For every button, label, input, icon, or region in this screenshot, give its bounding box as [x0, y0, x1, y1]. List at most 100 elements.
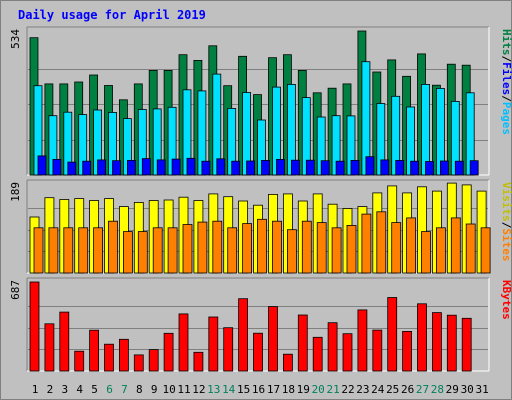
bar-sites-day-12 — [197, 221, 208, 274]
bar-kbytes-day-9 — [148, 349, 159, 372]
bar-sites-day-11 — [182, 224, 193, 274]
x-tick-label: 9 — [151, 383, 158, 396]
bar-pages-day-11 — [186, 157, 196, 176]
panel-max-label: 534 — [9, 29, 22, 49]
bar-sites-day-4 — [78, 227, 89, 274]
bar-kbytes-day-17 — [268, 306, 278, 372]
bar-pages-day-7 — [127, 159, 136, 176]
bar-sites-day-13 — [212, 220, 223, 274]
bar-kbytes-day-27 — [417, 303, 427, 372]
bar-pages-day-22 — [350, 159, 360, 176]
x-tick-label: 7 — [121, 383, 128, 396]
bar-kbytes-day-7 — [119, 338, 129, 372]
bar-pages-day-20 — [320, 160, 330, 176]
x-tick-label: 30 — [461, 383, 474, 396]
x-tick-label: 31 — [475, 383, 488, 396]
bar-pages-day-18 — [290, 159, 300, 176]
bar-pages-day-14 — [231, 160, 241, 176]
bar-kbytes-day-11 — [178, 313, 189, 372]
x-tick-label: 13 — [207, 383, 220, 396]
bar-sites-day-14 — [227, 227, 238, 274]
x-tick-label: 17 — [267, 383, 280, 396]
bar-kbytes-day-26 — [402, 330, 413, 372]
bar-pages-day-9 — [156, 159, 166, 176]
x-tick-label: 16 — [252, 383, 265, 396]
bar-pages-day-13 — [216, 158, 226, 176]
x-tick-label: 14 — [222, 383, 236, 396]
bar-sites-day-6 — [108, 220, 118, 274]
bar-sites-day-24 — [376, 211, 387, 274]
bar-sites-day-10 — [167, 227, 178, 274]
bar-kbytes-day-25 — [387, 297, 398, 372]
bar-sites-day-29 — [450, 217, 461, 274]
bar-kbytes-day-30 — [461, 317, 472, 372]
bar-sites-day-3 — [63, 227, 74, 274]
bar-pages-day-1 — [37, 155, 47, 176]
bar-pages-day-16 — [261, 159, 270, 176]
panel-max-label: 687 — [9, 280, 22, 300]
x-tick-label: 4 — [76, 383, 83, 396]
bar-kbytes-day-21 — [327, 322, 338, 372]
x-tick-label: 27 — [416, 383, 429, 396]
panel-hits-files-pages: 534 Hits/Files/Pages — [9, 26, 512, 176]
bar-pages-day-21 — [335, 160, 345, 176]
bar-kbytes-day-20 — [312, 336, 323, 372]
legend-entry: / — [500, 95, 512, 102]
bar-sites-day-23 — [361, 213, 372, 274]
bar-sites-day-16 — [257, 218, 267, 274]
legend-entry: / — [500, 222, 512, 229]
bar-pages-day-5 — [97, 159, 106, 176]
x-tick-label: 18 — [282, 383, 295, 396]
bar-kbytes-day-18 — [282, 353, 293, 372]
x-tick-label: 24 — [371, 383, 385, 396]
x-tick-label: 20 — [312, 383, 325, 396]
x-tick-label: 6 — [106, 383, 113, 396]
panel-visits-sites: 189 Visits/Sites — [9, 179, 512, 274]
bar-pages-day-30 — [469, 160, 479, 176]
bar-kbytes-day-22 — [342, 333, 353, 372]
legend-entry: KBytes — [500, 280, 512, 320]
bar-sites-day-28 — [435, 227, 446, 274]
bar-sites-day-19 — [301, 220, 312, 274]
bar-kbytes-day-1 — [29, 281, 40, 372]
bar-pages-day-2 — [52, 158, 62, 176]
bar-kbytes-day-12 — [193, 351, 204, 372]
bar-pages-day-12 — [201, 160, 211, 176]
bar-kbytes-day-3 — [59, 311, 70, 372]
bar-kbytes-day-8 — [133, 354, 144, 372]
bar-pages-day-29 — [454, 160, 464, 176]
bar-pages-day-10 — [171, 158, 181, 176]
bar-pages-day-27 — [425, 161, 434, 176]
bar-sites-day-7 — [123, 231, 133, 274]
bar-kbytes-day-2 — [44, 323, 55, 372]
panel-legend: KBytes — [500, 280, 512, 320]
x-tick-label: 11 — [177, 383, 190, 396]
bar-pages-day-24 — [380, 159, 390, 176]
legend-entry: / — [500, 56, 512, 63]
x-tick-label: 22 — [341, 383, 354, 396]
bar-pages-day-17 — [276, 158, 285, 176]
bar-sites-day-9 — [152, 227, 163, 274]
legend-entry: Visits — [500, 182, 512, 222]
bar-sites-day-18 — [286, 229, 297, 274]
bar-kbytes-day-29 — [446, 314, 457, 372]
panel-legend: Hits/Files/Pages — [500, 29, 512, 135]
legend-entry: Files — [500, 62, 512, 95]
x-tick-label: 15 — [237, 383, 250, 396]
bar-kbytes-day-5 — [89, 329, 99, 372]
bar-kbytes-day-16 — [253, 332, 263, 372]
x-tick-label: 12 — [192, 383, 205, 396]
bar-pages-day-4 — [82, 160, 92, 176]
legend-entry: Hits — [500, 29, 512, 56]
bar-kbytes-day-19 — [297, 314, 308, 372]
bar-pages-day-3 — [67, 161, 77, 176]
bar-kbytes-day-4 — [74, 350, 85, 372]
legend-entry: Pages — [500, 102, 512, 135]
bar-sites-day-22 — [346, 224, 357, 274]
x-tick-label: 23 — [356, 383, 369, 396]
bar-sites-day-31 — [480, 227, 491, 274]
bar-sites-day-2 — [48, 227, 59, 274]
bar-pages-day-15 — [246, 160, 256, 176]
x-tick-label: 19 — [297, 383, 310, 396]
